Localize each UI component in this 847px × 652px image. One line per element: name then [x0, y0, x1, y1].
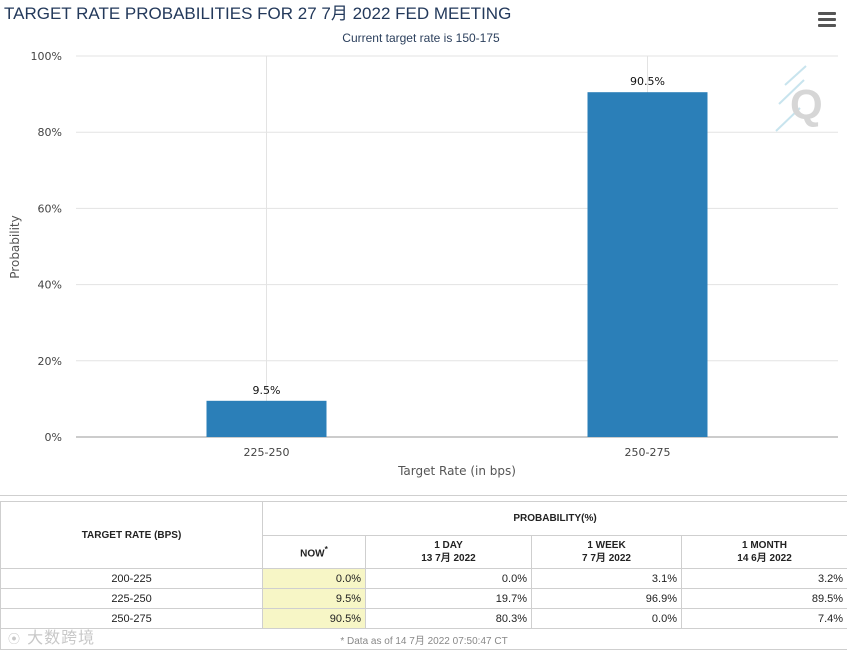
rate-cell: 225-250	[0, 588, 263, 609]
now-cell: 0.0%	[262, 568, 366, 589]
data-label: 90.5%	[630, 75, 665, 88]
target-rate-header: TARGET RATE (BPS)	[0, 501, 263, 569]
probability-header: PROBABILITY(%)	[261, 501, 847, 536]
month-cell: 7.4%	[680, 608, 847, 629]
chart-subtitle: Current target rate is 150-175	[342, 31, 500, 45]
y-tick-label: 80%	[38, 126, 62, 139]
col-header-1month: 1 MONTH 14 6月 2022	[680, 535, 847, 569]
chart-panel: TARGET RATE PROBABILITIES FOR 27 7月 2022…	[0, 4, 847, 496]
day-cell: 80.3%	[365, 608, 532, 629]
watermark: ⦿ 大数跨境	[8, 628, 96, 647]
day-cell: 19.7%	[365, 588, 532, 609]
y-tick-label: 60%	[38, 202, 62, 215]
table-row: 250-275 90.5% 80.3% 0.0% 7.4%	[0, 608, 847, 629]
probability-chart: TARGET RATE PROBABILITIES FOR 27 7月 2022…	[4, 4, 838, 478]
x-tick-label: 225-250	[244, 446, 290, 459]
week-cell: 3.1%	[531, 568, 682, 589]
y-tick-label: 20%	[38, 355, 62, 368]
month-cell: 89.5%	[680, 588, 847, 609]
logo-letter: Q	[790, 81, 823, 128]
col-header-1week: 1 WEEK 7 7月 2022	[531, 535, 682, 569]
month-cell: 3.2%	[680, 568, 847, 589]
week-cell: 96.9%	[531, 588, 682, 609]
y-tick-label: 0%	[45, 431, 62, 444]
bar-225-250[interactable]	[206, 400, 327, 437]
data-label: 9.5%	[253, 384, 281, 397]
week-cell: 0.0%	[531, 608, 682, 629]
col-header-now: NOW*	[262, 535, 366, 569]
chart-menu-icon[interactable]	[816, 9, 838, 29]
col-header-1day: 1 DAY 13 7月 2022	[365, 535, 532, 569]
table-row: 225-250 9.5% 19.7% 96.9% 89.5%	[0, 588, 847, 609]
y-tick-label: 40%	[38, 279, 62, 292]
x-tick-label: 250-275	[625, 446, 671, 459]
chart-title: TARGET RATE PROBABILITIES FOR 27 7月 2022…	[4, 4, 511, 23]
day-cell: 0.0%	[365, 568, 532, 589]
y-tick-label: 100%	[31, 50, 62, 63]
now-cell: 9.5%	[262, 588, 366, 609]
y-axis-title: Probability	[8, 215, 22, 278]
data-timestamp-note: * Data as of 14 7月 2022 07:50:47 CT	[0, 628, 847, 650]
probability-table: TARGET RATE (BPS) PROBABILITY(%) NOW* 1 …	[0, 501, 847, 650]
cme-logo: Q	[775, 65, 823, 132]
now-cell: 90.5%	[262, 608, 366, 629]
x-axis-title: Target Rate (in bps)	[397, 464, 516, 478]
bar-250-275[interactable]	[587, 92, 708, 437]
table-row: 200-225 0.0% 0.0% 3.1% 3.2%	[0, 568, 847, 589]
rate-cell: 200-225	[0, 568, 263, 589]
